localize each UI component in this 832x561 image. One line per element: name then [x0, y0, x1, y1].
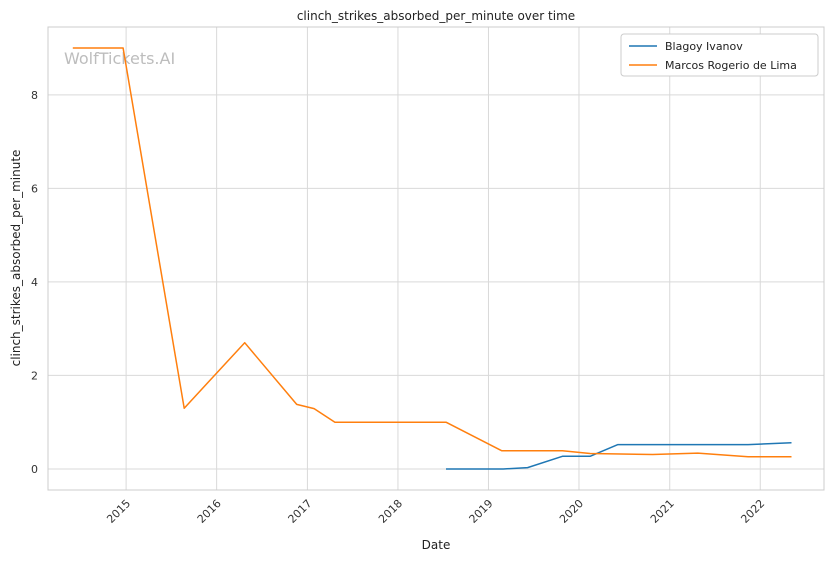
y-tick-label: 6	[31, 182, 38, 195]
plot-frame	[47, 26, 825, 491]
legend: Blagoy Ivanov Marcos Rogerio de Lima	[620, 33, 819, 77]
grid-lines	[48, 27, 824, 490]
series-line-blagoy-ivanov	[446, 442, 792, 470]
y-tick-label: 4	[31, 276, 38, 289]
legend-label-marcos-rogerio-de-lima: Marcos Rogerio de Lima	[665, 59, 797, 72]
series-lines	[72, 47, 792, 470]
watermark-text: WolfTickets.AI	[64, 49, 175, 68]
y-tick-label: 0	[31, 463, 38, 476]
y-tick-label: 2	[31, 369, 38, 382]
x-axis-title: Date	[422, 538, 451, 552]
y-tick-labels: 0 2 4 6 8	[31, 89, 38, 476]
chart-title: clinch_strikes_absorbed_per_minute over …	[297, 9, 575, 23]
series-line-marcos-rogerio-de-lima	[72, 47, 792, 458]
y-axis-title: clinch_strikes_absorbed_per_minute	[9, 150, 23, 367]
legend-label-blagoy-ivanov: Blagoy Ivanov	[665, 40, 743, 53]
legend-box	[620, 33, 819, 77]
y-tick-label: 8	[31, 89, 38, 102]
